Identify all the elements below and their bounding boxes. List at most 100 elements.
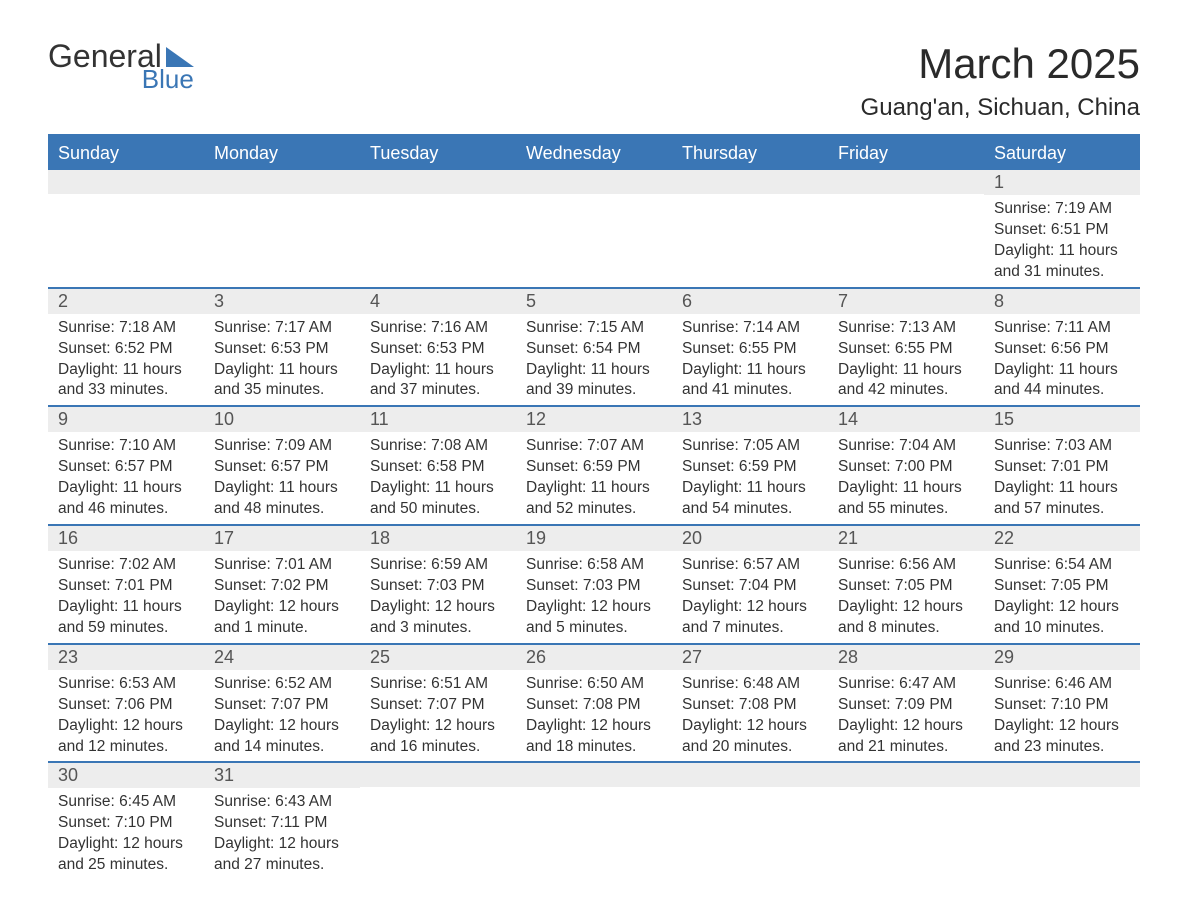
weekday-header-row: Sunday Monday Tuesday Wednesday Thursday… bbox=[48, 136, 1140, 171]
sunrise-text: Sunrise: 7:05 AM bbox=[682, 436, 818, 457]
sunset-text: Sunset: 7:01 PM bbox=[58, 576, 194, 597]
calendar-day-cell: 2Sunrise: 7:18 AMSunset: 6:52 PMDaylight… bbox=[48, 288, 204, 407]
sunset-text: Sunset: 7:08 PM bbox=[682, 695, 818, 716]
calendar-day-cell: 27Sunrise: 6:48 AMSunset: 7:08 PMDayligh… bbox=[672, 644, 828, 763]
day-number: 23 bbox=[48, 645, 204, 670]
daylight-text: Daylight: 12 hours and 18 minutes. bbox=[526, 716, 662, 758]
daylight-text: Daylight: 11 hours and 44 minutes. bbox=[994, 360, 1130, 402]
sunrise-text: Sunrise: 6:59 AM bbox=[370, 555, 506, 576]
logo-word-blue: Blue bbox=[126, 66, 194, 92]
sunrise-text: Sunrise: 7:10 AM bbox=[58, 436, 194, 457]
calendar-day-cell: 30Sunrise: 6:45 AMSunset: 7:10 PMDayligh… bbox=[48, 762, 204, 880]
day-number: 14 bbox=[828, 407, 984, 432]
weekday-header: Wednesday bbox=[516, 136, 672, 171]
sunset-text: Sunset: 7:10 PM bbox=[994, 695, 1130, 716]
day-number bbox=[516, 170, 672, 194]
day-details: Sunrise: 7:11 AMSunset: 6:56 PMDaylight:… bbox=[984, 314, 1140, 402]
day-details: Sunrise: 6:46 AMSunset: 7:10 PMDaylight:… bbox=[984, 670, 1140, 758]
sunrise-text: Sunrise: 7:03 AM bbox=[994, 436, 1130, 457]
calendar-day-cell: 25Sunrise: 6:51 AMSunset: 7:07 PMDayligh… bbox=[360, 644, 516, 763]
title-block: March 2025 Guang'an, Sichuan, China bbox=[861, 40, 1140, 122]
day-number bbox=[828, 170, 984, 194]
day-number bbox=[984, 763, 1140, 787]
sunrise-text: Sunrise: 6:52 AM bbox=[214, 674, 350, 695]
day-details: Sunrise: 6:59 AMSunset: 7:03 PMDaylight:… bbox=[360, 551, 516, 639]
day-details: Sunrise: 6:43 AMSunset: 7:11 PMDaylight:… bbox=[204, 788, 360, 876]
day-details: Sunrise: 6:58 AMSunset: 7:03 PMDaylight:… bbox=[516, 551, 672, 639]
day-details: Sunrise: 7:10 AMSunset: 6:57 PMDaylight:… bbox=[48, 432, 204, 520]
sunset-text: Sunset: 6:53 PM bbox=[214, 339, 350, 360]
sunset-text: Sunset: 7:08 PM bbox=[526, 695, 662, 716]
day-number bbox=[672, 170, 828, 194]
sunset-text: Sunset: 6:57 PM bbox=[58, 457, 194, 478]
calendar-day-cell bbox=[360, 762, 516, 880]
sunrise-text: Sunrise: 7:08 AM bbox=[370, 436, 506, 457]
calendar-week-row: 16Sunrise: 7:02 AMSunset: 7:01 PMDayligh… bbox=[48, 525, 1140, 644]
sunset-text: Sunset: 7:06 PM bbox=[58, 695, 194, 716]
daylight-text: Daylight: 11 hours and 52 minutes. bbox=[526, 478, 662, 520]
day-details: Sunrise: 7:17 AMSunset: 6:53 PMDaylight:… bbox=[204, 314, 360, 402]
calendar-day-cell bbox=[360, 170, 516, 288]
calendar-day-cell: 5Sunrise: 7:15 AMSunset: 6:54 PMDaylight… bbox=[516, 288, 672, 407]
day-number: 4 bbox=[360, 289, 516, 314]
daylight-text: Daylight: 12 hours and 21 minutes. bbox=[838, 716, 974, 758]
day-number: 18 bbox=[360, 526, 516, 551]
sunset-text: Sunset: 7:00 PM bbox=[838, 457, 974, 478]
sunrise-text: Sunrise: 7:14 AM bbox=[682, 318, 818, 339]
calendar-week-row: 9Sunrise: 7:10 AMSunset: 6:57 PMDaylight… bbox=[48, 406, 1140, 525]
day-number: 20 bbox=[672, 526, 828, 551]
sunrise-text: Sunrise: 7:02 AM bbox=[58, 555, 194, 576]
sunset-text: Sunset: 6:58 PM bbox=[370, 457, 506, 478]
day-details: Sunrise: 7:19 AMSunset: 6:51 PMDaylight:… bbox=[984, 195, 1140, 283]
logo: General Blue bbox=[48, 40, 194, 92]
day-number bbox=[48, 170, 204, 194]
day-number: 7 bbox=[828, 289, 984, 314]
calendar-day-cell bbox=[516, 170, 672, 288]
daylight-text: Daylight: 12 hours and 7 minutes. bbox=[682, 597, 818, 639]
weekday-header: Tuesday bbox=[360, 136, 516, 171]
header: General Blue March 2025 Guang'an, Sichua… bbox=[48, 40, 1140, 122]
daylight-text: Daylight: 11 hours and 42 minutes. bbox=[838, 360, 974, 402]
calendar-week-row: 30Sunrise: 6:45 AMSunset: 7:10 PMDayligh… bbox=[48, 762, 1140, 880]
day-details: Sunrise: 7:13 AMSunset: 6:55 PMDaylight:… bbox=[828, 314, 984, 402]
daylight-text: Daylight: 11 hours and 33 minutes. bbox=[58, 360, 194, 402]
calendar-day-cell: 28Sunrise: 6:47 AMSunset: 7:09 PMDayligh… bbox=[828, 644, 984, 763]
daylight-text: Daylight: 12 hours and 3 minutes. bbox=[370, 597, 506, 639]
sunrise-text: Sunrise: 6:50 AM bbox=[526, 674, 662, 695]
day-details: Sunrise: 7:07 AMSunset: 6:59 PMDaylight:… bbox=[516, 432, 672, 520]
day-number: 6 bbox=[672, 289, 828, 314]
day-details: Sunrise: 6:50 AMSunset: 7:08 PMDaylight:… bbox=[516, 670, 672, 758]
daylight-text: Daylight: 12 hours and 27 minutes. bbox=[214, 834, 350, 876]
day-number: 22 bbox=[984, 526, 1140, 551]
sunrise-text: Sunrise: 7:04 AM bbox=[838, 436, 974, 457]
calendar-day-cell: 31Sunrise: 6:43 AMSunset: 7:11 PMDayligh… bbox=[204, 762, 360, 880]
day-details: Sunrise: 7:14 AMSunset: 6:55 PMDaylight:… bbox=[672, 314, 828, 402]
daylight-text: Daylight: 12 hours and 14 minutes. bbox=[214, 716, 350, 758]
daylight-text: Daylight: 12 hours and 10 minutes. bbox=[994, 597, 1130, 639]
day-number: 27 bbox=[672, 645, 828, 670]
day-details: Sunrise: 6:56 AMSunset: 7:05 PMDaylight:… bbox=[828, 551, 984, 639]
sunset-text: Sunset: 7:07 PM bbox=[370, 695, 506, 716]
day-number: 1 bbox=[984, 170, 1140, 195]
calendar-day-cell: 13Sunrise: 7:05 AMSunset: 6:59 PMDayligh… bbox=[672, 406, 828, 525]
daylight-text: Daylight: 11 hours and 31 minutes. bbox=[994, 241, 1130, 283]
sunset-text: Sunset: 7:01 PM bbox=[994, 457, 1130, 478]
daylight-text: Daylight: 11 hours and 57 minutes. bbox=[994, 478, 1130, 520]
weekday-header: Thursday bbox=[672, 136, 828, 171]
sunset-text: Sunset: 7:07 PM bbox=[214, 695, 350, 716]
day-details: Sunrise: 7:18 AMSunset: 6:52 PMDaylight:… bbox=[48, 314, 204, 402]
sunrise-text: Sunrise: 6:43 AM bbox=[214, 792, 350, 813]
calendar-week-row: 23Sunrise: 6:53 AMSunset: 7:06 PMDayligh… bbox=[48, 644, 1140, 763]
calendar-day-cell bbox=[984, 762, 1140, 880]
calendar-day-cell: 4Sunrise: 7:16 AMSunset: 6:53 PMDaylight… bbox=[360, 288, 516, 407]
calendar-week-row: 1Sunrise: 7:19 AMSunset: 6:51 PMDaylight… bbox=[48, 170, 1140, 288]
daylight-text: Daylight: 11 hours and 48 minutes. bbox=[214, 478, 350, 520]
daylight-text: Daylight: 12 hours and 25 minutes. bbox=[58, 834, 194, 876]
sunrise-text: Sunrise: 6:46 AM bbox=[994, 674, 1130, 695]
day-details: Sunrise: 6:45 AMSunset: 7:10 PMDaylight:… bbox=[48, 788, 204, 876]
day-number: 11 bbox=[360, 407, 516, 432]
sunrise-text: Sunrise: 7:18 AM bbox=[58, 318, 194, 339]
daylight-text: Daylight: 11 hours and 35 minutes. bbox=[214, 360, 350, 402]
sunrise-text: Sunrise: 6:57 AM bbox=[682, 555, 818, 576]
daylight-text: Daylight: 11 hours and 50 minutes. bbox=[370, 478, 506, 520]
